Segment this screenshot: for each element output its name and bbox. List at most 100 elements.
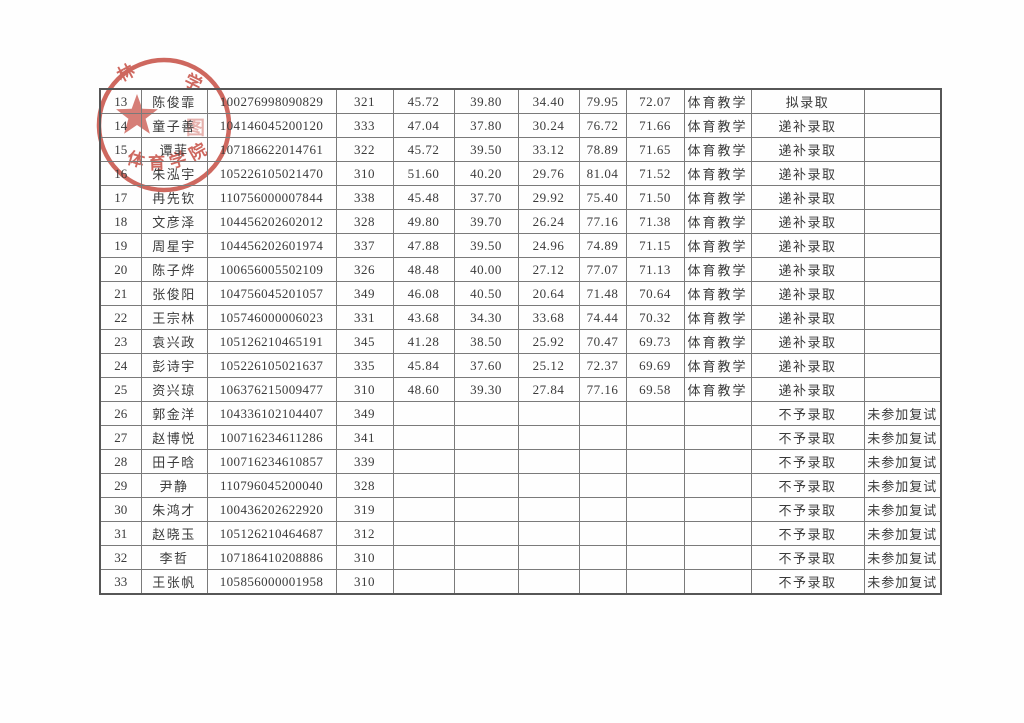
- table-cell: [863, 257, 942, 282]
- table-cell: [453, 473, 519, 498]
- table-cell: 43.68: [392, 305, 455, 330]
- table-cell: 100656005502109: [206, 257, 337, 282]
- table-cell: [863, 88, 942, 114]
- table-cell: 105126210465191: [206, 329, 337, 354]
- table-cell: 王张帆: [140, 569, 208, 595]
- table-cell: 47.88: [392, 233, 455, 258]
- table-row: 16 朱泓宇 105226105021470 310 51.60 40.20 29.76 81…: [99, 161, 942, 186]
- table-cell: 郭金洋: [140, 401, 208, 426]
- table-row: 33 王张帆 105856000001958 310 不予录取 未参加复试: [99, 569, 942, 595]
- table-cell: [625, 521, 685, 546]
- table-cell: 328: [335, 473, 394, 498]
- table-cell: [517, 545, 580, 570]
- table-cell: [863, 209, 942, 234]
- table-cell: 李哲: [140, 545, 208, 570]
- table-cell: 谭菲: [140, 137, 208, 162]
- table-cell: 38.50: [453, 329, 519, 354]
- table-cell: 104756045201057: [206, 281, 337, 306]
- table-cell: 体育教学: [683, 113, 752, 138]
- table-cell: [683, 401, 752, 426]
- admission-results-table: 13 陈俊霏 100276998090829 321 45.72 39.80 34.40 79…: [99, 88, 942, 595]
- table-cell: 100716234611286: [206, 425, 337, 450]
- table-cell: 不予录取: [750, 401, 865, 426]
- table-cell: [578, 473, 627, 498]
- table-cell: 不予录取: [750, 545, 865, 570]
- table-cell: 34.40: [517, 88, 580, 114]
- table-cell: [863, 137, 942, 162]
- table-row: 32 李哲 107186410208886 310 不予录取 未参加复试: [99, 545, 942, 570]
- table-cell: 77.16: [578, 209, 627, 234]
- table-cell: 107186410208886: [206, 545, 337, 570]
- table-cell: 未参加复试: [863, 425, 942, 450]
- table-cell: 19: [99, 233, 142, 258]
- table-cell: 312: [335, 521, 394, 546]
- table-cell: 310: [335, 377, 394, 402]
- table-cell: [392, 497, 455, 522]
- table-cell: [683, 569, 752, 595]
- table-cell: 39.50: [453, 233, 519, 258]
- table-cell: [392, 569, 455, 595]
- table-cell: 107186622014761: [206, 137, 337, 162]
- table-cell: 71.48: [578, 281, 627, 306]
- table-cell: 未参加复试: [863, 497, 942, 522]
- table-cell: 74.89: [578, 233, 627, 258]
- table-cell: 不予录取: [750, 497, 865, 522]
- table-cell: 体育教学: [683, 377, 752, 402]
- table-cell: 体育教学: [683, 161, 752, 186]
- table-cell: 45.48: [392, 185, 455, 210]
- table-cell: [683, 545, 752, 570]
- table-cell: [625, 545, 685, 570]
- table-cell: 72.37: [578, 353, 627, 378]
- table-cell: 106376215009477: [206, 377, 337, 402]
- table-cell: 48.48: [392, 257, 455, 282]
- table-cell: 体育教学: [683, 88, 752, 114]
- table-cell: 体育教学: [683, 329, 752, 354]
- table-cell: 冉先钦: [140, 185, 208, 210]
- table-cell: 递补录取: [750, 281, 865, 306]
- table-cell: 体育教学: [683, 353, 752, 378]
- table-cell: [517, 569, 580, 595]
- table-cell: 40.50: [453, 281, 519, 306]
- table-cell: 周星宇: [140, 233, 208, 258]
- table-cell: 29.92: [517, 185, 580, 210]
- table-cell: 338: [335, 185, 394, 210]
- table-cell: [578, 569, 627, 595]
- table-cell: 321: [335, 88, 394, 114]
- table-row: 31 赵晓玉 105126210464687 312 不予录取 未参加复试: [99, 521, 942, 546]
- table-cell: 69.58: [625, 377, 685, 402]
- table-cell: 29: [99, 473, 142, 498]
- table-cell: 337: [335, 233, 394, 258]
- table-cell: [392, 425, 455, 450]
- table-cell: [863, 353, 942, 378]
- table-cell: [578, 425, 627, 450]
- table-cell: 105226105021637: [206, 353, 337, 378]
- table-cell: [578, 401, 627, 426]
- table-cell: [683, 497, 752, 522]
- table-cell: 104146045200120: [206, 113, 337, 138]
- table-cell: [392, 473, 455, 498]
- table-cell: 71.13: [625, 257, 685, 282]
- table-cell: 尹静: [140, 473, 208, 498]
- table-cell: 资兴琼: [140, 377, 208, 402]
- table-cell: 349: [335, 401, 394, 426]
- table-cell: 16: [99, 161, 142, 186]
- table-cell: 17: [99, 185, 142, 210]
- table-cell: 310: [335, 161, 394, 186]
- table-cell: 328: [335, 209, 394, 234]
- table-cell: 张俊阳: [140, 281, 208, 306]
- table-cell: 递补录取: [750, 257, 865, 282]
- table-cell: 40.20: [453, 161, 519, 186]
- table-cell: 37.70: [453, 185, 519, 210]
- table-cell: 49.80: [392, 209, 455, 234]
- table-cell: 322: [335, 137, 394, 162]
- table-cell: 30.24: [517, 113, 580, 138]
- table-cell: 不予录取: [750, 569, 865, 595]
- table-cell: 79.95: [578, 88, 627, 114]
- table-cell: 39.70: [453, 209, 519, 234]
- table-cell: [863, 185, 942, 210]
- table-cell: 339: [335, 449, 394, 474]
- table-cell: 拟录取: [750, 88, 865, 114]
- table-row: 28 田子晗 100716234610857 339 不予录取 未参加复试: [99, 449, 942, 474]
- table-cell: 105226105021470: [206, 161, 337, 186]
- table-cell: 24.96: [517, 233, 580, 258]
